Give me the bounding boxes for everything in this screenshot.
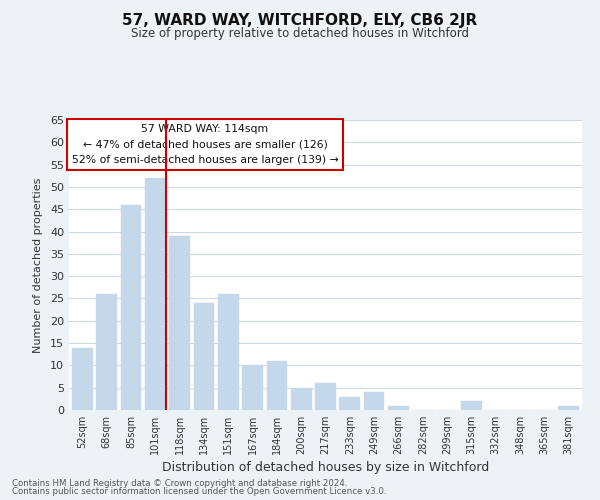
- Bar: [461, 401, 482, 410]
- Text: 57 WARD WAY: 114sqm
← 47% of detached houses are smaller (126)
52% of semi-detac: 57 WARD WAY: 114sqm ← 47% of detached ho…: [71, 124, 338, 165]
- Bar: [388, 406, 409, 410]
- X-axis label: Distribution of detached houses by size in Witchford: Distribution of detached houses by size …: [162, 461, 489, 474]
- Bar: [218, 294, 239, 410]
- Bar: [121, 205, 142, 410]
- Bar: [242, 366, 263, 410]
- Bar: [145, 178, 166, 410]
- Bar: [315, 383, 336, 410]
- Bar: [97, 294, 117, 410]
- Bar: [291, 388, 311, 410]
- Bar: [340, 396, 360, 410]
- Bar: [194, 303, 214, 410]
- Text: 57, WARD WAY, WITCHFORD, ELY, CB6 2JR: 57, WARD WAY, WITCHFORD, ELY, CB6 2JR: [122, 12, 478, 28]
- Bar: [169, 236, 190, 410]
- Bar: [72, 348, 93, 410]
- Text: Contains public sector information licensed under the Open Government Licence v3: Contains public sector information licen…: [12, 487, 386, 496]
- Bar: [266, 361, 287, 410]
- Bar: [558, 406, 579, 410]
- Text: Size of property relative to detached houses in Witchford: Size of property relative to detached ho…: [131, 28, 469, 40]
- Bar: [364, 392, 385, 410]
- Y-axis label: Number of detached properties: Number of detached properties: [33, 178, 43, 352]
- Text: Contains HM Land Registry data © Crown copyright and database right 2024.: Contains HM Land Registry data © Crown c…: [12, 478, 347, 488]
